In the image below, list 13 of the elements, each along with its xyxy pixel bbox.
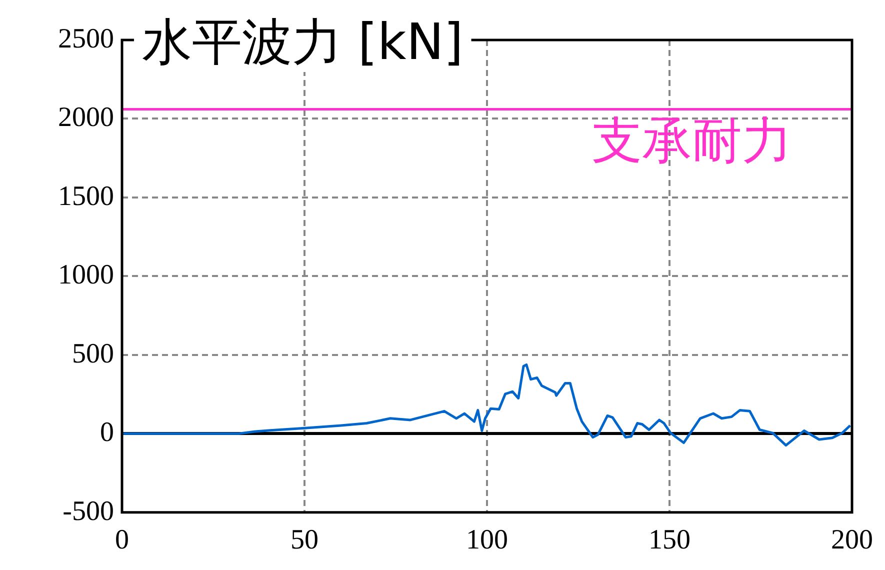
x-tick-label: 150 <box>648 524 690 556</box>
y-tick-label: 1500 <box>58 180 114 212</box>
y-tick-label: 0 <box>100 417 114 448</box>
chart-title: 水平波力 [kN] <box>142 12 464 71</box>
x-tick-label: 200 <box>831 524 873 556</box>
y-tick-label: 500 <box>72 338 114 370</box>
y-tick-label: 2000 <box>58 102 114 134</box>
y-tick-label: 1000 <box>58 260 114 291</box>
y-tick-label: -500 <box>62 496 114 527</box>
x-tick-label: 100 <box>466 524 508 556</box>
x-tick-label: 50 <box>290 524 318 556</box>
ref-line-label: 支承耐力 <box>592 111 792 170</box>
y-tick-label: 2500 <box>58 23 114 54</box>
